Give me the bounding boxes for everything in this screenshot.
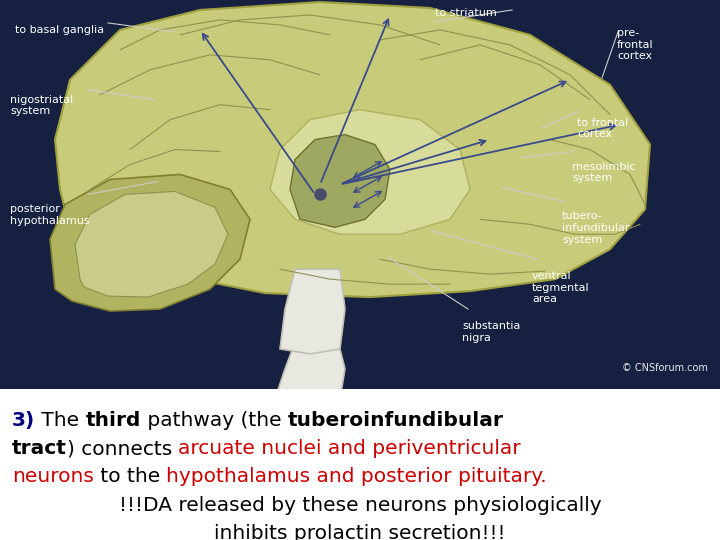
Polygon shape — [75, 191, 228, 297]
Text: third: third — [86, 411, 141, 430]
Polygon shape — [275, 329, 345, 404]
Text: tract: tract — [12, 439, 67, 458]
Text: ) connects: ) connects — [67, 439, 179, 458]
Text: © CNSforum.com: © CNSforum.com — [622, 363, 708, 373]
Text: tuberoinfundibular: tuberoinfundibular — [288, 411, 504, 430]
Text: to the: to the — [94, 468, 166, 487]
Text: pathway (the: pathway (the — [141, 411, 288, 430]
Text: ventral
tegmental
area: ventral tegmental area — [532, 271, 590, 305]
Text: neurons: neurons — [12, 468, 94, 487]
Polygon shape — [280, 269, 345, 354]
Text: posterior
hypothalamus: posterior hypothalamus — [10, 204, 89, 226]
Text: mesolimbic
system: mesolimbic system — [572, 161, 636, 183]
Polygon shape — [50, 174, 250, 311]
Text: hypothalamus and posterior pituitary.: hypothalamus and posterior pituitary. — [166, 468, 547, 487]
Text: tubero-
infundibular
system: tubero- infundibular system — [562, 211, 629, 245]
Text: inhibits prolactin secretion!!!: inhibits prolactin secretion!!! — [215, 524, 505, 540]
Polygon shape — [290, 134, 390, 227]
Polygon shape — [270, 110, 470, 234]
Text: 3): 3) — [12, 411, 35, 430]
Polygon shape — [55, 2, 650, 297]
Text: pre-
frontal
cortex: pre- frontal cortex — [617, 28, 654, 61]
Text: to basal ganglia: to basal ganglia — [15, 25, 104, 35]
Text: arcuate nuclei and periventricular: arcuate nuclei and periventricular — [179, 439, 521, 458]
Text: to striatum: to striatum — [435, 8, 497, 18]
Text: The: The — [35, 411, 86, 430]
Text: substantia
nigra: substantia nigra — [462, 321, 521, 342]
Text: nigostriatal
system: nigostriatal system — [10, 94, 73, 116]
Text: !!!DA released by these neurons physiologically: !!!DA released by these neurons physiolo… — [119, 496, 601, 515]
Text: to frontal
cortex: to frontal cortex — [577, 118, 629, 139]
